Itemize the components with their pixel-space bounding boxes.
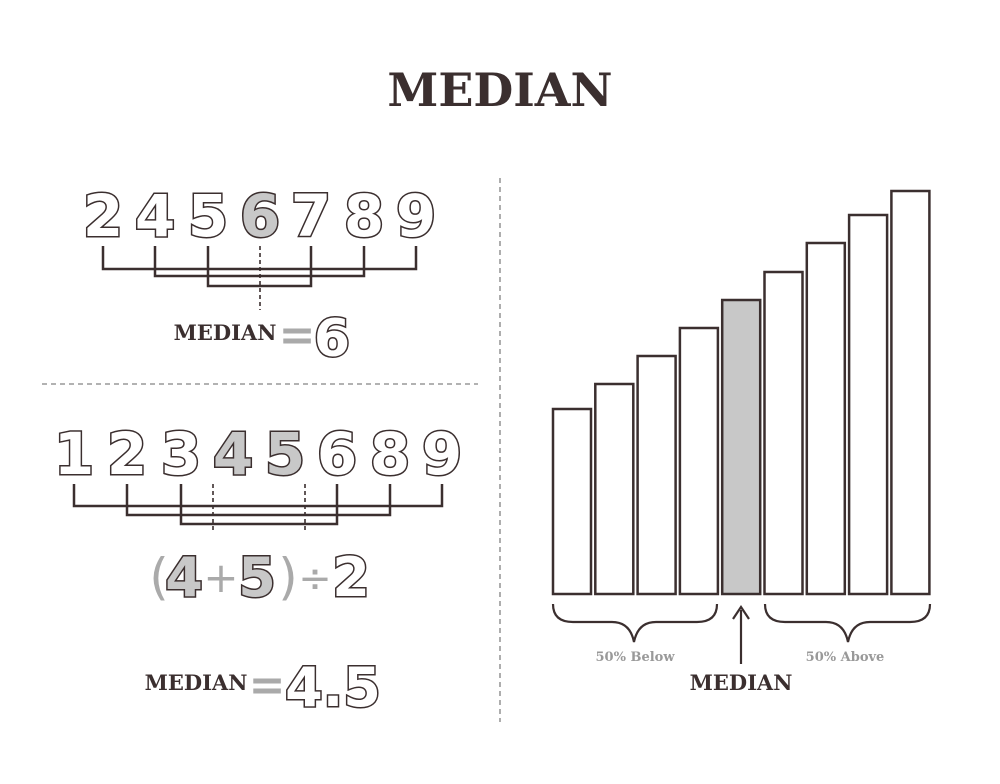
median-formula: ( 4 + 5 ) ÷ 2 [149,545,371,611]
bar-median-label: MEDIAN [690,670,793,695]
even-median-value: 4.5 [285,656,381,719]
bar-8 [847,213,889,596]
formula-term-b: 5 [238,546,276,609]
odd-number-4: 6 [240,182,280,250]
formula-plus: + [203,553,238,602]
median-arrow-head [732,605,750,620]
even-number-1: 1 [54,420,94,488]
below-label: 50% Below [595,650,675,665]
odd-brackets [101,246,418,310]
odd-number-3: 5 [188,182,228,250]
formula-term-a: 4 [165,546,203,609]
odd-median-label: MEDIAN [174,320,277,345]
odd-number-6: 8 [344,182,384,250]
odd-number-5: 7 [291,182,331,250]
even-median-label: MEDIAN [145,670,248,695]
even-brackets [72,484,444,532]
odd-bracket-3 [206,246,313,288]
even-number-5: 5 [265,420,305,488]
odd-median-result: MEDIAN = 6 [174,308,352,371]
bar-3 [636,354,677,596]
bar-4 [678,326,720,596]
even-number-8: 9 [422,420,462,488]
median-bar [720,298,762,596]
even-median-result: MEDIAN = 4.5 [145,655,383,721]
odd-equals-sign: = [279,310,316,361]
bar-chart [551,189,931,596]
even-number-3: 3 [161,420,201,488]
above-label: 50% Above [806,650,885,665]
formula-open-paren: ( [149,548,169,606]
bar-6 [763,270,804,596]
odd-median-value: 6 [314,309,350,369]
odd-number-7: 9 [396,182,436,250]
bar-9 [890,189,931,596]
bar-annotations: 50% Below 50% Above MEDIAN [551,603,932,695]
bar-7 [805,241,847,596]
odd-number-1: 2 [83,182,123,250]
odd-number-2: 4 [135,182,175,250]
even-bracket-2 [125,484,392,517]
even-number-6: 6 [317,420,357,488]
formula-close-paren: ) [278,548,298,606]
formula-divide: ÷ [298,556,332,602]
even-number-2: 2 [107,420,147,488]
page-title: MEDIAN [387,63,612,117]
bar-1 [551,407,593,596]
bar-2 [594,382,635,596]
even-bracket-1 [72,484,444,508]
even-equals-sign: = [249,660,286,711]
above-brace [763,603,932,643]
even-number-7: 8 [370,420,410,488]
below-brace [551,603,719,643]
even-number-4: 4 [213,420,253,488]
formula-divisor: 2 [332,546,370,609]
even-bracket-3 [179,484,339,526]
